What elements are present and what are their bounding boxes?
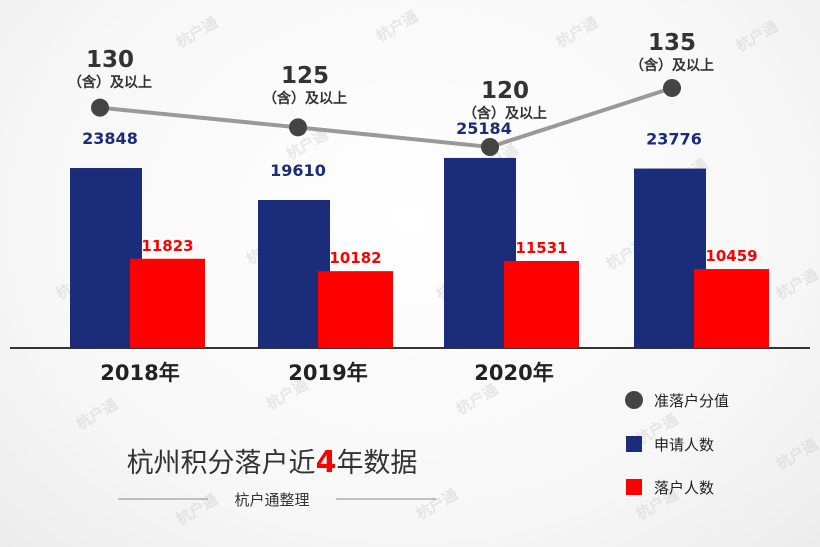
legend-label-1: 申请人数 [654, 436, 714, 454]
watermark-13: 杭户通 [73, 395, 121, 433]
label-settled-1: 10182 [329, 249, 381, 267]
label-applicants-0: 23848 [82, 129, 138, 148]
chart-title: 杭州积分落户近4年数据 [127, 445, 418, 480]
category-label-0: 2018年 [100, 361, 179, 385]
bar-settled-3 [694, 269, 769, 348]
watermark-3: 杭户通 [733, 17, 781, 55]
score-sublabel-0: （含）及以上 [68, 74, 152, 91]
score-point-1 [289, 118, 307, 137]
legend-marker-0 [625, 391, 643, 409]
bar-settled-2 [504, 260, 579, 348]
chart-title-part-0: 杭州积分落户近 [127, 448, 316, 479]
score-label-0: 130 [86, 47, 134, 73]
label-settled-3: 10459 [705, 247, 757, 265]
score-line [99, 86, 673, 150]
watermark-2: 杭户通 [553, 13, 601, 51]
score-sublabel-1: （含）及以上 [263, 90, 347, 107]
bar-settled-0 [130, 258, 205, 348]
watermark-19: 杭户通 [413, 485, 461, 523]
chart-subtitle: 杭户通整理 [234, 491, 309, 509]
watermark-0: 杭户通 [173, 13, 221, 51]
label-applicants-1: 19610 [270, 161, 326, 180]
category-label-2: 2020年 [474, 361, 553, 385]
score-sublabel-3: （含）及以上 [630, 57, 714, 74]
score-sublabel-2: （含）及以上 [463, 105, 547, 122]
watermark-18: 杭户通 [173, 490, 221, 528]
legend-label-0: 准落户分值 [654, 392, 729, 410]
legend-marker-1 [626, 436, 642, 452]
score-point-2 [481, 138, 499, 156]
legend-marker-2 [626, 479, 642, 495]
chart-title-part-2: 年数据 [336, 448, 417, 479]
bar-settled-1 [318, 271, 393, 348]
watermark-12: 杭户通 [773, 265, 820, 303]
chart-title-part-1: 4 [316, 445, 337, 480]
label-applicants-2: 25184 [456, 119, 512, 138]
label-settled-0: 11823 [141, 237, 193, 255]
watermark-1: 杭户通 [373, 7, 421, 45]
score-label-3: 135 [648, 30, 696, 56]
watermark-17: 杭户通 [773, 435, 820, 473]
category-label-1: 2019年 [288, 361, 367, 385]
label-applicants-3: 23776 [646, 130, 702, 149]
score-point-0 [91, 98, 109, 117]
score-point-3 [663, 79, 681, 97]
score-label-2: 120 [481, 78, 529, 104]
legend-label-2: 落户人数 [654, 479, 714, 497]
watermark-15: 杭户通 [453, 380, 501, 418]
score-label-1: 125 [281, 63, 329, 89]
label-settled-2: 11531 [515, 239, 567, 257]
